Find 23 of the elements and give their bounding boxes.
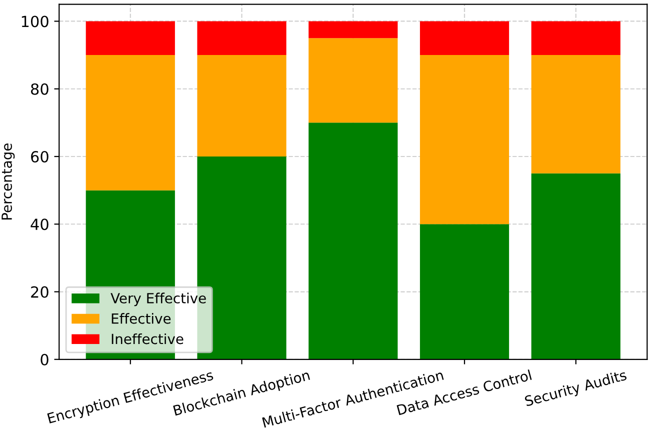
y-tick-label: 20 [31, 286, 48, 298]
bar [420, 55, 510, 224]
y-tick-label: 80 [31, 83, 48, 95]
legend-label: Ineffective [112, 333, 184, 344]
bar [308, 38, 398, 123]
bar [197, 55, 286, 156]
y-axis-title: Percentage [2, 144, 15, 220]
legend-label: Very Effective [110, 292, 206, 306]
legend-label: Effective [112, 313, 171, 324]
bar [308, 21, 398, 38]
y-tick-label: 40 [30, 218, 48, 230]
bar [308, 122, 398, 360]
bar [531, 21, 620, 56]
bar [86, 55, 175, 190]
y-tick-label: 100 [22, 16, 48, 28]
y-tick-label: 0 [40, 354, 48, 366]
bar [531, 173, 620, 360]
bar [197, 21, 286, 56]
bar [86, 21, 175, 56]
bar [420, 224, 510, 360]
bar [420, 21, 510, 56]
bar [531, 55, 620, 174]
y-tick-label: 60 [31, 150, 48, 163]
